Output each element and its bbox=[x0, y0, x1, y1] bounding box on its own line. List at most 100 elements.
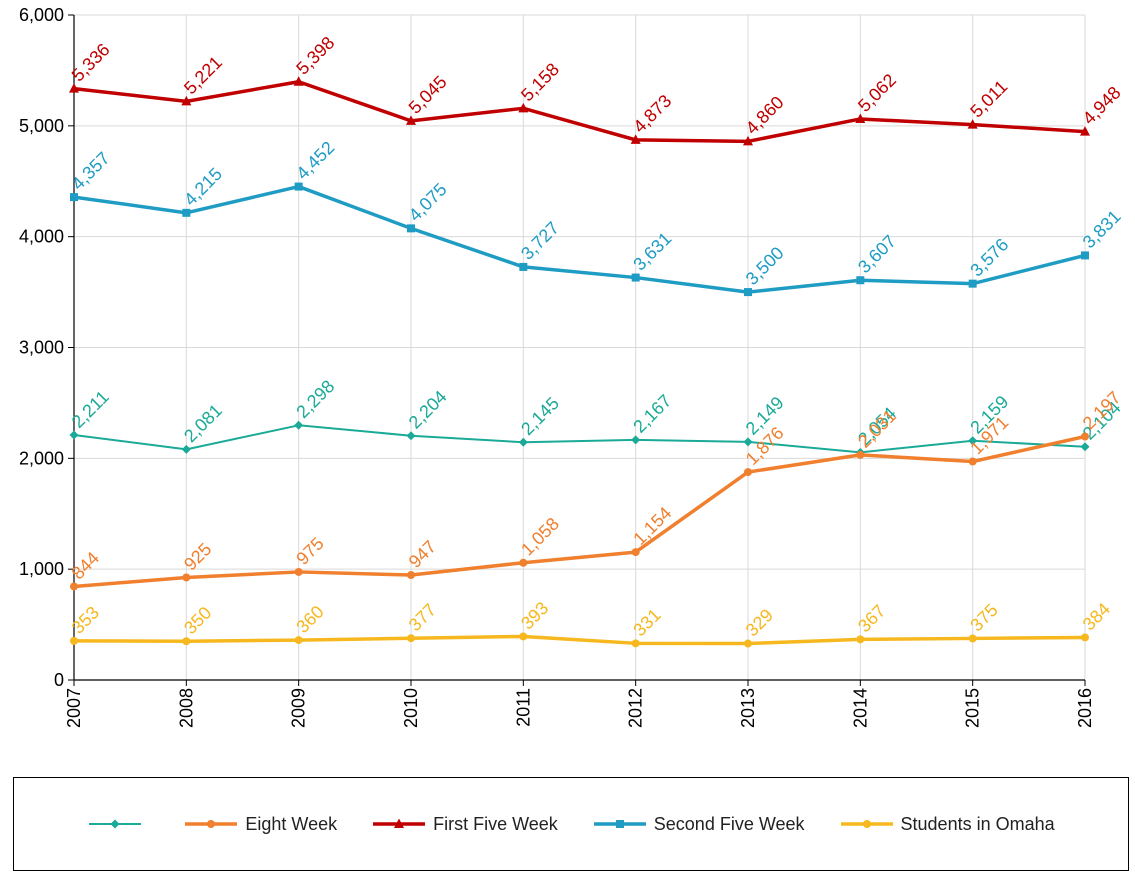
data-point bbox=[407, 224, 415, 233]
data-label: 5,158 bbox=[517, 59, 563, 105]
y-tick-label: 6,000 bbox=[19, 5, 64, 25]
x-tick-label: 2015 bbox=[963, 688, 983, 728]
legend-label: First Five Week bbox=[433, 813, 558, 834]
data-label: 2,298 bbox=[292, 376, 338, 422]
data-point bbox=[518, 102, 529, 113]
data-point bbox=[744, 468, 752, 477]
data-point bbox=[407, 571, 415, 580]
legend-item: First Five Week bbox=[371, 814, 558, 835]
x-tick-label: 2011 bbox=[513, 688, 533, 727]
data-label: 384 bbox=[1079, 599, 1114, 634]
data-point bbox=[744, 639, 752, 648]
data-point bbox=[1081, 633, 1089, 642]
data-label: 329 bbox=[742, 605, 777, 640]
data-point bbox=[1080, 442, 1090, 452]
data-label: 5,045 bbox=[405, 72, 451, 118]
data-point bbox=[69, 430, 79, 440]
data-label: 4,873 bbox=[629, 91, 675, 137]
legend-swatch-marker bbox=[615, 820, 624, 828]
x-tick-label: 2013 bbox=[738, 688, 758, 728]
data-point bbox=[181, 95, 192, 106]
data-label: 5,221 bbox=[180, 52, 226, 98]
data-point bbox=[1081, 432, 1089, 441]
legend-swatch bbox=[593, 820, 646, 828]
data-point bbox=[631, 639, 640, 648]
x-tick-label: 2009 bbox=[289, 688, 309, 728]
data-label: 4,948 bbox=[1079, 82, 1125, 128]
series-line-1 bbox=[72, 434, 1087, 589]
y-tick-label: 1,000 bbox=[19, 559, 64, 579]
data-point bbox=[968, 279, 977, 288]
data-point bbox=[294, 636, 303, 645]
legend-item bbox=[87, 817, 149, 831]
data-point bbox=[182, 573, 191, 582]
y-tick-label: 3,000 bbox=[19, 338, 64, 358]
data-point bbox=[181, 444, 191, 454]
data-label: 1,058 bbox=[517, 514, 563, 560]
data-point bbox=[70, 582, 78, 591]
x-tick-label: 2008 bbox=[176, 688, 196, 728]
legend-label: Students in Omaha bbox=[900, 813, 1055, 834]
legend-label: Eight Week bbox=[245, 813, 338, 834]
data-label: 375 bbox=[966, 600, 1001, 635]
x-tick-label: 2010 bbox=[401, 688, 421, 728]
data-point bbox=[294, 420, 304, 430]
data-point bbox=[182, 208, 191, 217]
legend-swatch bbox=[840, 820, 893, 828]
data-point bbox=[856, 276, 865, 285]
data-label: 3,831 bbox=[1079, 206, 1125, 252]
y-tick-label: 4,000 bbox=[19, 227, 64, 247]
x-tick-label: 2016 bbox=[1075, 688, 1095, 728]
data-point bbox=[69, 83, 79, 93]
x-tick-label: 2012 bbox=[626, 688, 646, 728]
data-point bbox=[519, 558, 528, 567]
data-label: 4,452 bbox=[292, 137, 338, 183]
data-label: 2,081 bbox=[180, 400, 226, 446]
data-label: 2,204 bbox=[405, 387, 451, 433]
legend-swatch-marker bbox=[394, 818, 405, 828]
legend-item: Students in Omaha bbox=[839, 814, 1055, 835]
data-label: 350 bbox=[180, 603, 215, 638]
data-label: 3,727 bbox=[517, 218, 563, 264]
data-label: 3,631 bbox=[629, 228, 675, 274]
data-point bbox=[407, 634, 415, 643]
y-tick-label: 0 bbox=[54, 670, 64, 690]
data-label: 947 bbox=[405, 536, 440, 571]
data-point bbox=[70, 636, 78, 645]
grid-layer bbox=[74, 14, 1086, 680]
data-point bbox=[968, 457, 977, 466]
legend-item: Second Five Week bbox=[592, 814, 805, 835]
series-line-0 bbox=[73, 424, 1086, 454]
y-tick-label: 2,000 bbox=[19, 448, 64, 468]
legend-item: Eight Week bbox=[183, 814, 337, 835]
data-point bbox=[856, 450, 865, 459]
series-line-4 bbox=[72, 634, 1087, 646]
data-point bbox=[968, 436, 978, 446]
data-label: 4,215 bbox=[180, 164, 226, 210]
data-point bbox=[630, 134, 641, 144]
data-point bbox=[743, 437, 753, 447]
data-point bbox=[406, 431, 416, 441]
data-point bbox=[631, 435, 641, 445]
data-point bbox=[406, 115, 416, 125]
data-point bbox=[1081, 251, 1089, 260]
data-point bbox=[855, 113, 866, 123]
data-point bbox=[294, 567, 303, 576]
legend-items: Eight Week First Five Week Second Five Wee… bbox=[14, 778, 1128, 870]
data-label: 5,398 bbox=[292, 33, 338, 79]
data-label: 360 bbox=[292, 602, 327, 637]
data-point bbox=[744, 288, 752, 297]
data-label: 4,860 bbox=[742, 92, 788, 138]
data-label: 393 bbox=[517, 598, 552, 633]
data-label: 2,167 bbox=[629, 391, 675, 437]
data-point bbox=[743, 135, 753, 146]
series-line-3 bbox=[72, 184, 1087, 294]
x-tick-label: 2014 bbox=[850, 688, 870, 728]
data-point bbox=[519, 632, 528, 641]
data-point bbox=[1080, 126, 1090, 136]
data-point bbox=[70, 193, 78, 202]
data-label: 5,062 bbox=[854, 70, 900, 116]
data-point bbox=[631, 273, 640, 282]
